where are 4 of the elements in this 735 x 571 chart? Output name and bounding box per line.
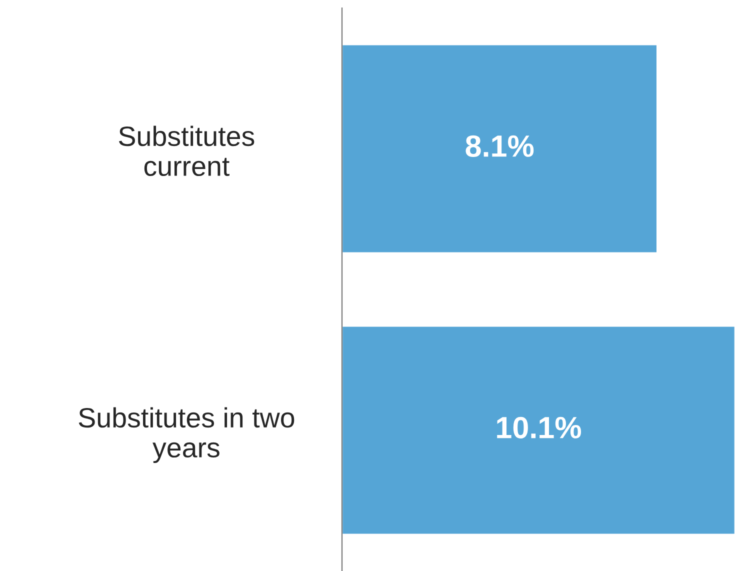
y-tick-label: Substitutes current (119, 126, 254, 176)
y-tick-label: Substitutes in two years (78, 407, 294, 464)
data-label: 10.1% (497, 416, 582, 438)
data-label: 8.1% (466, 135, 534, 157)
